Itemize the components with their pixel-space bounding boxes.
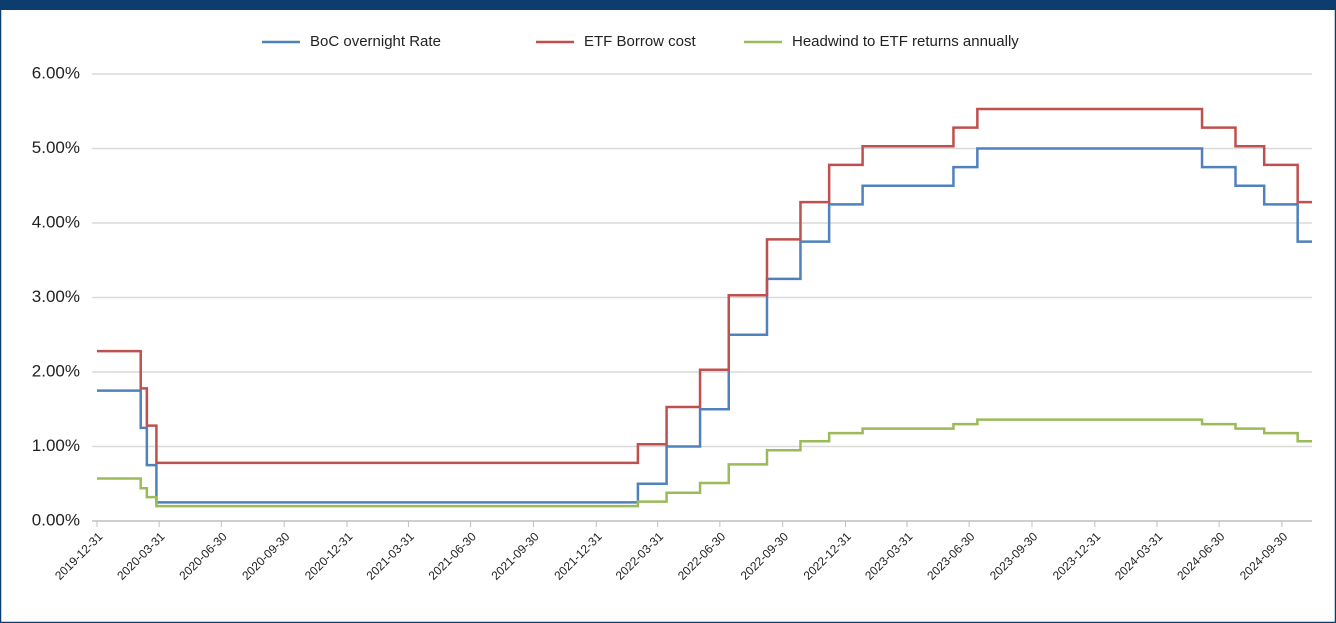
y-tick-label: 3.00% <box>32 287 80 306</box>
y-tick-label: 0.00% <box>32 510 80 529</box>
y-tick-label: 5.00% <box>32 138 80 157</box>
y-tick-label: 1.00% <box>32 436 80 455</box>
legend-label: ETF Borrow cost <box>584 33 697 50</box>
legend-label: BoC overnight Rate <box>310 33 441 50</box>
y-tick-label: 2.00% <box>32 361 80 380</box>
y-tick-label: 6.00% <box>32 63 80 82</box>
legend-label: Headwind to ETF returns annually <box>792 33 1019 50</box>
y-tick-label: 4.00% <box>32 212 80 231</box>
series-line <box>97 418 1312 508</box>
top-band <box>0 0 1336 10</box>
series-line <box>97 107 1312 465</box>
